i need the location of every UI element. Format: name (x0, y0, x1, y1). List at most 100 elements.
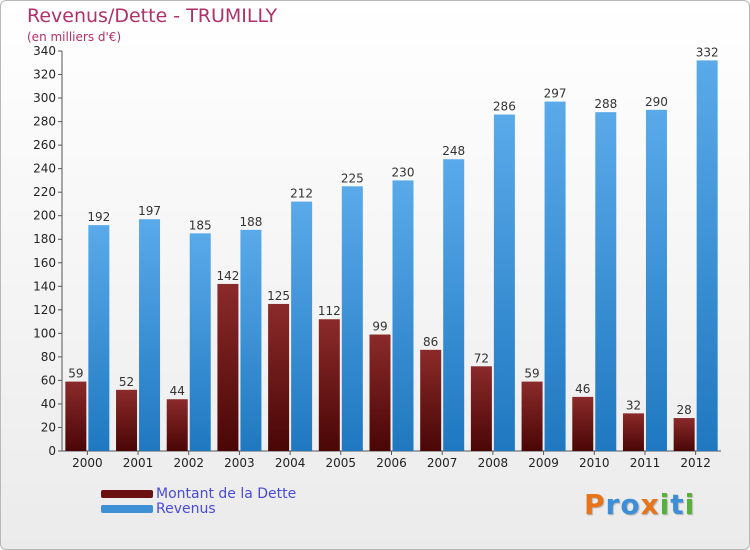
chart-title: Revenus/Dette - TRUMILLY (27, 5, 278, 27)
data-label: 332 (696, 45, 719, 59)
legend-swatch-revenus (101, 505, 153, 513)
x-tick-label: 2005 (326, 456, 357, 470)
y-tick-label: 200 (33, 209, 56, 223)
y-tick-label: 280 (33, 115, 56, 129)
data-label: 188 (239, 215, 262, 229)
bar-revenus (291, 201, 313, 451)
logo-letter: P (584, 488, 606, 521)
bar-dette (521, 381, 543, 451)
y-tick-label: 40 (41, 397, 56, 411)
bar-dette (65, 381, 87, 451)
bar-dette (116, 389, 138, 451)
data-label: 197 (138, 204, 161, 218)
data-label: 112 (318, 304, 341, 318)
logo-letter: r (605, 488, 621, 521)
x-tick-label: 2000 (72, 456, 103, 470)
logo-letter: i (684, 488, 696, 521)
bar-revenus (645, 109, 667, 451)
bar-revenus (189, 233, 211, 451)
y-tick-label: 240 (33, 162, 56, 176)
data-label: 59 (524, 367, 539, 381)
data-label: 230 (392, 165, 415, 179)
bar-dette (470, 366, 492, 451)
data-label: 46 (575, 382, 590, 396)
bar-revenus (341, 186, 363, 451)
bar-revenus (392, 180, 414, 452)
chart-data-labels: 59 192 52 197 44 185 142 188 125 212 112 225 99 230 86… (68, 45, 718, 417)
data-label: 297 (544, 87, 567, 101)
x-tick-label: 2001 (123, 456, 154, 470)
bar-dette (622, 413, 644, 451)
data-label: 192 (87, 210, 110, 224)
logo-letter: i (659, 488, 671, 521)
proxiti-logo: Proxiti (584, 488, 695, 521)
y-tick-label: 180 (33, 232, 56, 246)
bar-dette (166, 399, 188, 451)
y-tick-label: 300 (33, 91, 56, 105)
legend-swatch-dette (101, 490, 153, 498)
data-label: 212 (290, 187, 313, 201)
y-tick-label: 120 (33, 303, 56, 317)
x-tick-label: 2007 (427, 456, 458, 470)
x-tick-label: 2009 (528, 456, 559, 470)
data-label: 185 (189, 218, 212, 232)
legend-label-revenus: Revenus (156, 501, 216, 517)
bar-dette (318, 319, 340, 451)
bar-dette (420, 349, 442, 451)
bar-dette (369, 334, 391, 451)
chart-bars (65, 60, 718, 452)
x-tick-label: 2004 (275, 456, 306, 470)
y-tick-label: 140 (33, 279, 56, 293)
y-tick-label: 0 (48, 444, 56, 458)
data-label: 72 (474, 351, 489, 365)
y-tick-label: 60 (41, 373, 56, 387)
data-label: 44 (170, 384, 185, 398)
logo-letter: x (640, 488, 660, 521)
bar-dette (268, 303, 290, 451)
x-tick-label: 2012 (680, 456, 711, 470)
bar-dette (217, 283, 239, 451)
bar-revenus (139, 219, 161, 451)
y-tick-label: 20 (41, 420, 56, 434)
x-tick-label: 2011 (630, 456, 661, 470)
data-label: 125 (267, 289, 290, 303)
x-tick-label: 2006 (376, 456, 407, 470)
y-tick-label: 160 (33, 256, 56, 270)
bar-revenus (240, 229, 262, 451)
y-tick-label: 100 (33, 326, 56, 340)
data-label: 286 (493, 100, 516, 114)
bar-revenus (544, 101, 566, 452)
bar-revenus (696, 60, 718, 451)
data-label: 142 (216, 269, 239, 283)
data-label: 99 (372, 320, 387, 334)
legend-label-dette: Montant de la Dette (156, 486, 297, 502)
y-tick-label: 220 (33, 185, 56, 199)
chart-subtitle: (en milliers d'€) (27, 30, 122, 44)
x-tick-label: 2003 (224, 456, 255, 470)
data-label: 225 (341, 171, 364, 185)
bar-revenus (88, 225, 110, 451)
data-label: 52 (119, 375, 134, 389)
y-tick-label: 260 (33, 138, 56, 152)
data-label: 28 (677, 403, 692, 417)
bar-revenus (443, 159, 465, 451)
data-label: 288 (594, 97, 617, 111)
y-tick-label: 340 (33, 44, 56, 58)
bar-dette (572, 396, 594, 451)
data-label: 248 (442, 144, 465, 158)
bar-dette (673, 418, 695, 451)
bar-revenus (493, 114, 515, 451)
data-label: 86 (423, 335, 438, 349)
data-label: 290 (645, 95, 668, 109)
x-tick-label: 2002 (173, 456, 204, 470)
y-tick-label: 320 (33, 68, 56, 82)
logo-letter: t (670, 488, 685, 521)
x-tick-label: 2010 (579, 456, 610, 470)
x-tick-label: 2008 (478, 456, 509, 470)
data-label: 59 (68, 367, 83, 381)
bar-revenus (595, 112, 617, 452)
data-label: 32 (626, 398, 641, 412)
logo-letter: o (620, 488, 641, 521)
